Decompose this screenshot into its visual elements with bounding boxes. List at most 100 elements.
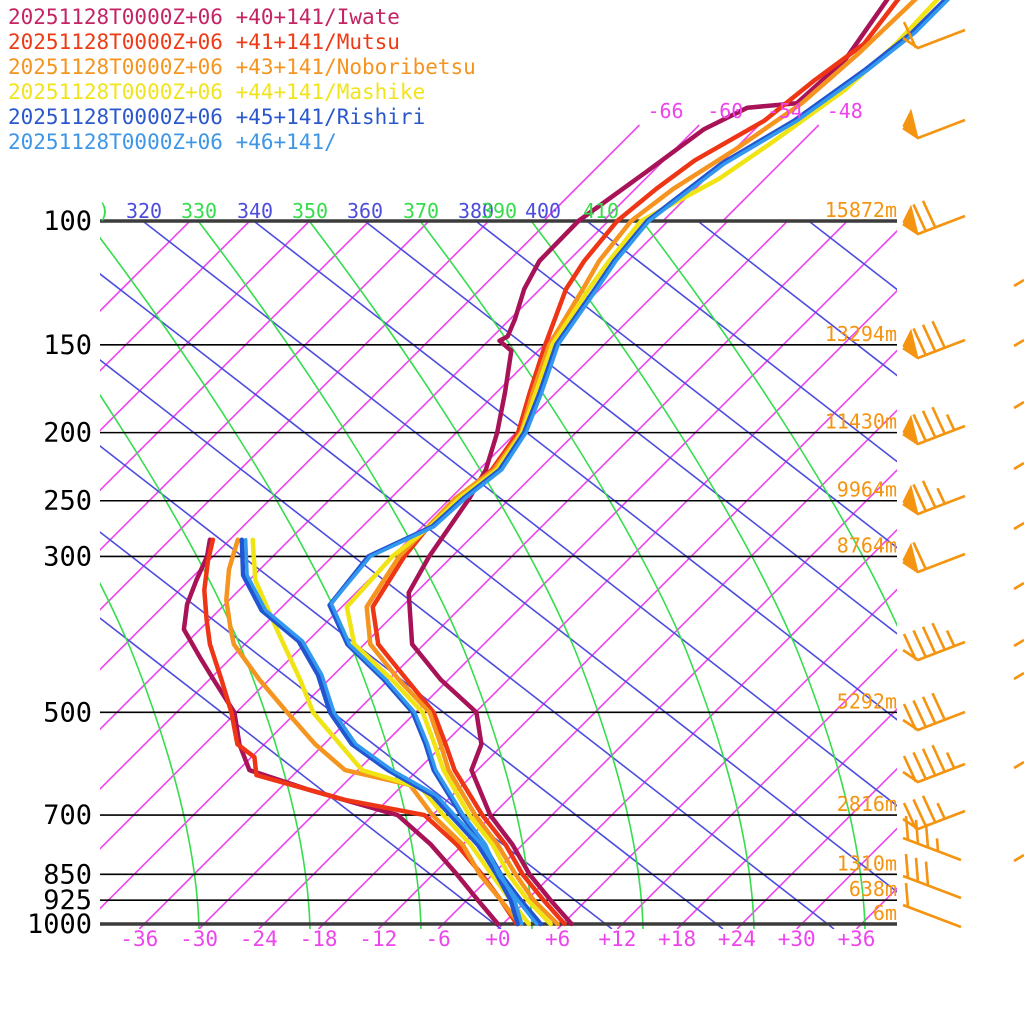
- barb-feather: [912, 699, 927, 727]
- dry-adiabat-line: [365, 222, 897, 635]
- wind-barb: [902, 108, 966, 140]
- barb-edge-fragment: [1013, 760, 1024, 770]
- wind-barb: [902, 406, 966, 446]
- isotherm-line: [736, 767, 897, 929]
- barb-feather: [904, 882, 910, 908]
- barb-pennant: [902, 108, 919, 140]
- altitude-label-850: 1310m: [837, 851, 897, 875]
- barb-feather: [931, 744, 946, 772]
- sounding-dewpoint-curve: [243, 537, 524, 926]
- isotherm-line: [100, 222, 429, 552]
- temp-axis-label: +6: [545, 927, 570, 951]
- barb-edge-fragment: [1013, 461, 1024, 471]
- legend-line-rishiri: 20251128T0000Z+06 +45+141/Rishiri: [8, 105, 425, 129]
- barb-feather: [921, 626, 937, 654]
- pressure-label-850: 850: [43, 859, 92, 890]
- altitude-label-150: 13294m: [825, 322, 897, 346]
- pressure-label-300: 300: [43, 541, 92, 572]
- isotherm-extension: [601, 124, 700, 223]
- pressure-label-250: 250: [43, 486, 92, 517]
- dry-adiabat-line: [100, 272, 897, 893]
- barb-feather: [921, 696, 937, 724]
- barb-edge-fragment: [1013, 638, 1024, 648]
- temp-axis-label: -30: [180, 927, 218, 951]
- theta-top-label: 410: [583, 199, 619, 223]
- barb-feather: [914, 857, 920, 882]
- pressure-label-925: 925: [43, 885, 92, 916]
- barb-feather: [902, 703, 918, 731]
- wind-barbs: [902, 21, 1024, 929]
- temp-axis-label: +0: [485, 927, 510, 951]
- barb-feather: [921, 324, 937, 352]
- wind-barb: [902, 622, 966, 662]
- axis-labels: -66 -60 -54 -48 100 15872m 150 13294m 200 11430m 2…: [27, 99, 897, 951]
- temp-axis-label: -18: [300, 927, 338, 951]
- altitude-label-1000: 6m: [873, 901, 897, 925]
- theta-top-label: 350: [292, 199, 328, 223]
- barb-feather: [912, 751, 927, 779]
- temp-axis-label: -12: [359, 927, 397, 951]
- theta-top-label: 380: [458, 199, 494, 223]
- wind-barb: [902, 480, 966, 516]
- theta-top-label: 390: [481, 199, 517, 223]
- barb-staff: [902, 762, 966, 784]
- temp-axis-label: +30: [778, 927, 816, 951]
- barb-edge-fragment: [1013, 671, 1024, 681]
- isotherm-line: [100, 222, 369, 492]
- theta-top-label: 400: [525, 199, 561, 223]
- barb-half-feather: [945, 752, 956, 769]
- temp-axis-label: -36: [120, 927, 158, 951]
- wind-barb: [902, 320, 966, 360]
- barb-half-feather: [945, 414, 956, 431]
- altitude-label-300: 8764m: [837, 533, 897, 557]
- dry-adiabat-line: [100, 445, 724, 929]
- pressure-label-700: 700: [43, 800, 92, 831]
- moist-adiabat-line: [531, 222, 866, 929]
- isotherm-line: [437, 468, 897, 929]
- dry-adiabat-line: [143, 222, 897, 807]
- isotherm-line: [676, 708, 897, 929]
- wind-barb: [902, 21, 966, 50]
- barb-feather: [912, 203, 927, 231]
- barb-feather: [931, 622, 946, 650]
- wind-barb: [902, 692, 966, 732]
- barb-feather: [931, 406, 946, 434]
- moist-adiabat-line: [420, 222, 755, 929]
- wind-barb: [902, 882, 962, 929]
- theta-top-label: 370: [403, 199, 439, 223]
- barb-feather: [902, 755, 918, 783]
- temp-axis-label: +12: [598, 927, 636, 951]
- barb-half-feather: [936, 487, 946, 504]
- isotherm-line: [100, 222, 489, 611]
- barb-staff: [902, 710, 966, 732]
- barb-edge-fragment: [1013, 853, 1024, 863]
- altitude-label-500: 5292m: [837, 689, 897, 713]
- dry-adiabat-line: [476, 222, 897, 549]
- wind-barb: [902, 541, 966, 574]
- barb-pennant: [902, 328, 919, 360]
- pressure-label-100: 100: [43, 206, 92, 237]
- moist-adiabat-line: [100, 581, 200, 929]
- barb-feather: [921, 410, 937, 438]
- theta-top-label: 360: [347, 199, 383, 223]
- legend-line-iwate: 20251128T0000Z+06 +40+141/Iwate: [8, 5, 400, 29]
- barb-pennant: [902, 484, 919, 516]
- dry-adiabat-line: [100, 617, 502, 929]
- temp-axis-label: -24: [240, 927, 278, 951]
- barb-feather: [914, 819, 920, 844]
- wind-barb: [902, 795, 966, 831]
- barb-feather: [931, 692, 946, 720]
- sounding-dewpoint-curve: [181, 537, 501, 927]
- barb-half-feather: [935, 838, 940, 852]
- altitude-label-250: 9964m: [837, 478, 897, 502]
- altitude-label-700: 2816m: [837, 792, 897, 816]
- legend: 20251128T0000Z+06 +40+141/Iwate 20251128…: [8, 5, 476, 154]
- temp-axis-label: -6: [425, 927, 450, 951]
- sounding-temperature-curve: [406, 0, 890, 927]
- barb-feather: [924, 861, 930, 886]
- barb-feather: [912, 629, 927, 657]
- barb-edge-fragment: [1013, 278, 1024, 288]
- barb-feather: [931, 320, 946, 348]
- legend-line-46-141: 20251128T0000Z+06 +46+141/: [8, 130, 337, 154]
